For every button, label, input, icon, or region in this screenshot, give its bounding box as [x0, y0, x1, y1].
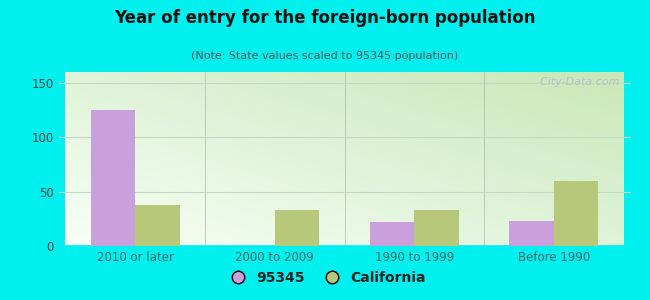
Text: City-Data.com: City-Data.com: [532, 77, 619, 87]
Bar: [275, 210, 319, 246]
Text: (Note: State values scaled to 95345 population): (Note: State values scaled to 95345 popu…: [191, 51, 459, 61]
Bar: [509, 221, 554, 246]
Legend: 95345, California: 95345, California: [218, 265, 432, 290]
Bar: [414, 210, 459, 246]
Bar: [135, 205, 180, 246]
Text: Year of entry for the foreign-born population: Year of entry for the foreign-born popul…: [114, 9, 536, 27]
Bar: [90, 110, 135, 246]
Bar: [370, 222, 414, 246]
Bar: [554, 181, 599, 246]
